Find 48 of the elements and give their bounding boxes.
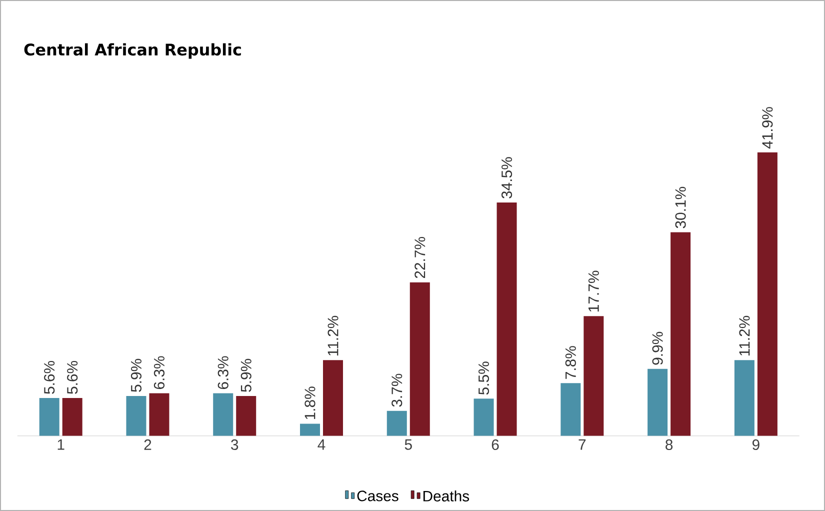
data-label: 41.9% [762,107,773,149]
data-label: 5.6% [67,360,78,394]
bar [410,282,430,436]
x-tick-label: 1 [58,439,64,450]
bar [474,398,494,436]
data-label: 17.7% [588,270,599,312]
data-label: 5.9% [130,358,142,392]
data-label: 6.3% [154,356,165,389]
data-label: 5.5% [478,362,490,395]
data-label: 1.8% [304,386,316,420]
bar [149,393,170,436]
data-label: 11.2% [328,316,338,356]
x-tick-label: 4 [318,439,326,450]
bar [386,410,407,436]
x-tick-label: 5 [404,439,412,450]
x-tick-label: 3 [231,439,238,450]
bar [670,232,691,436]
bar [584,316,604,436]
bar [648,368,668,436]
bar [757,152,778,436]
legend-label: Deaths [423,490,470,502]
x-tick-label: 6 [492,439,499,450]
data-label: 3.7% [392,374,402,407]
data-label: 22.7% [414,236,426,278]
bar [39,398,60,436]
data-label: 9.9% [652,332,663,365]
data-label: 7.8% [565,346,576,379]
bar [300,424,320,436]
bar [323,360,343,436]
data-label: 5.9% [240,358,252,392]
data-label: 34.5% [501,157,512,198]
x-tick-label: 2 [144,439,152,450]
data-label: 6.3% [218,356,228,389]
bar [496,202,517,436]
bar [236,396,256,436]
data-label: 30.1% [675,186,686,228]
chart-title: Central African Republic [24,43,241,59]
legend-label: Cases [357,490,398,502]
x-tick-label: 7 [578,439,586,450]
bar [734,360,754,436]
bar [126,396,146,436]
bar [213,393,234,436]
bar [560,383,581,436]
x-tick-label: 9 [752,439,760,450]
data-label: 11.2% [739,316,750,356]
x-tick-label: 8 [666,439,673,450]
data-label: 5.6% [44,360,55,394]
bar [62,398,82,436]
